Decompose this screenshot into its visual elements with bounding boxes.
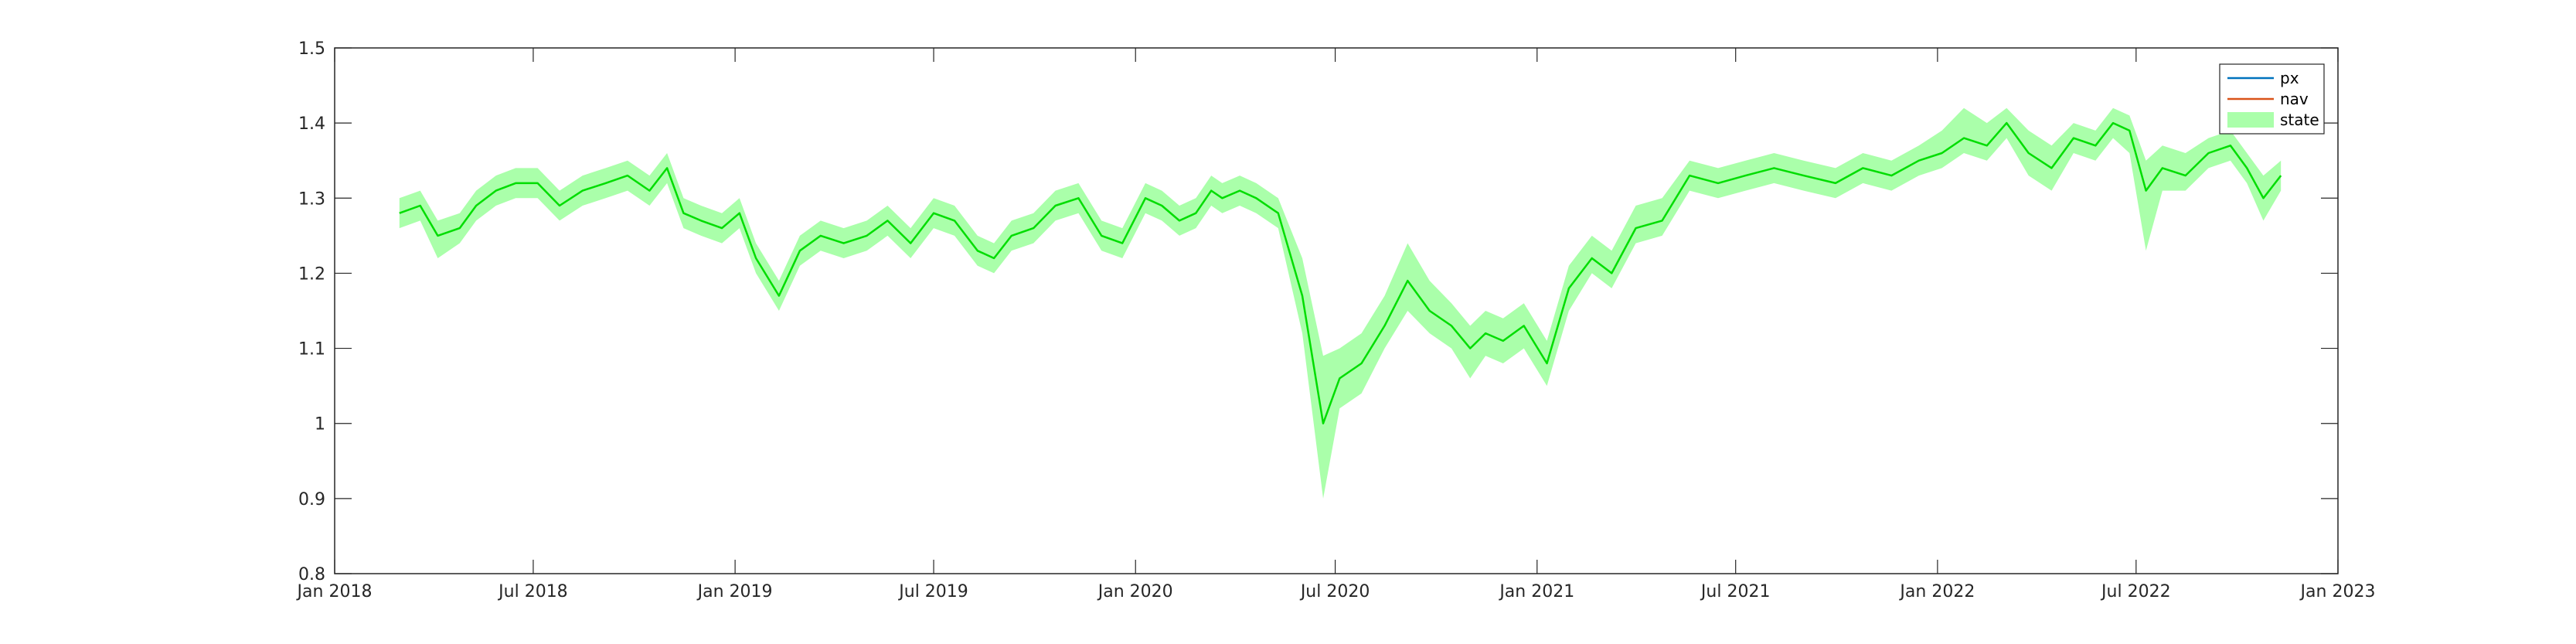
y-tick-label: 1.2 bbox=[298, 264, 325, 284]
legend-label-nav: nav bbox=[2280, 90, 2309, 108]
y-tick-label: 0.8 bbox=[298, 565, 325, 584]
x-tick-label: Jan 2021 bbox=[1498, 582, 1574, 601]
legend-label-px: px bbox=[2280, 69, 2299, 87]
x-tick-label: Jul 2022 bbox=[2100, 582, 2171, 601]
state-band bbox=[399, 107, 2282, 499]
y-tick-label: 1.3 bbox=[298, 189, 325, 209]
x-tick-label: Jul 2018 bbox=[497, 582, 568, 601]
axes-box bbox=[334, 47, 2339, 574]
state-line bbox=[399, 121, 2282, 424]
legend: px nav state bbox=[2219, 63, 2325, 135]
legend-swatch-state bbox=[2227, 112, 2274, 128]
y-tick-label: 1 bbox=[315, 415, 325, 434]
x-tick-label: Jan 2019 bbox=[696, 582, 773, 601]
series-layer bbox=[399, 107, 2282, 499]
legend-items: px nav state bbox=[2227, 69, 2319, 129]
x-tick-label: Jul 2021 bbox=[1700, 582, 1771, 601]
x-tick-label: Jan 2018 bbox=[296, 582, 373, 601]
x-tick-label: Jul 2019 bbox=[897, 582, 968, 601]
x-tick-label: Jul 2020 bbox=[1299, 582, 1370, 601]
x-tick-label: Jan 2023 bbox=[2299, 582, 2376, 601]
x-tick-label: Jan 2022 bbox=[1898, 582, 1975, 601]
y-tick-label: 1.4 bbox=[298, 114, 325, 134]
x-axis: Jan 2018 Jul 2018 Jan 2019 Jul 2019 Jan 2020… bbox=[296, 48, 2376, 601]
plot-area: Jan 2018 Jul 2018 Jan 2019 Jul 2019 Jan 2020… bbox=[296, 39, 2376, 601]
y-axis: 0.8 0.9 1 1.1 1.2 1.3 1.4 1.5 bbox=[298, 39, 2338, 584]
y-tick-label: 1.5 bbox=[298, 39, 325, 59]
y-tick-label: 0.9 bbox=[298, 490, 325, 509]
y-tick-label: 1.1 bbox=[298, 340, 325, 359]
legend-label-state: state bbox=[2280, 111, 2319, 129]
x-tick-label: Jan 2020 bbox=[1097, 582, 1173, 601]
